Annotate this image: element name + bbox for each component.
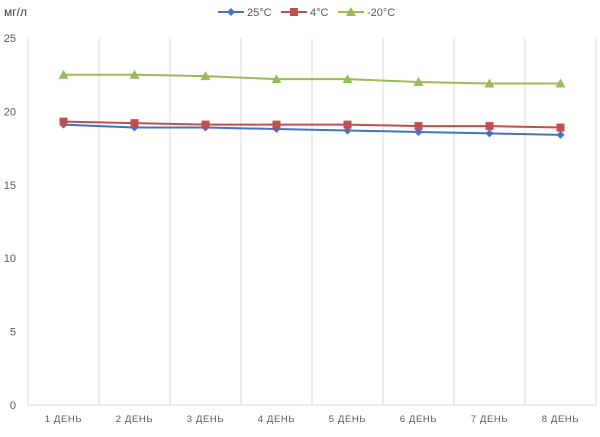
data-point-square bbox=[59, 117, 68, 126]
gridlines bbox=[27, 38, 597, 406]
data-point-diamond bbox=[556, 130, 565, 139]
data-point-square bbox=[556, 123, 565, 132]
x-tick-label: 2 ДЕНЬ bbox=[116, 414, 153, 425]
series-line bbox=[63, 120, 561, 129]
data-point-diamond bbox=[414, 127, 423, 136]
data-point-diamond bbox=[485, 129, 494, 138]
data-point-square bbox=[290, 8, 298, 16]
y-tick-label: 20 bbox=[4, 106, 16, 118]
data-point-square bbox=[485, 122, 494, 131]
x-tick-label: 3 ДЕНЬ bbox=[187, 414, 224, 425]
series-line bbox=[63, 123, 561, 136]
x-tick-label: 8 ДЕНЬ bbox=[542, 414, 579, 425]
data-point-diamond bbox=[272, 125, 281, 134]
series-4C bbox=[59, 117, 565, 132]
data-point-triangle bbox=[346, 7, 356, 16]
y-tick-label: 25 bbox=[4, 33, 16, 45]
data-point-square bbox=[343, 120, 352, 129]
y-tick-label: 15 bbox=[4, 180, 16, 192]
data-point-triangle bbox=[271, 74, 282, 84]
data-point-diamond bbox=[227, 8, 235, 16]
legend-label: -20°C bbox=[367, 7, 395, 19]
y-axis-label: мг/л bbox=[4, 5, 27, 19]
data-point-triangle bbox=[342, 74, 353, 84]
data-point-square bbox=[130, 119, 139, 128]
legend-label: 4°C bbox=[310, 7, 329, 19]
legend-label: 25°C bbox=[247, 7, 272, 19]
y-tick-label: 0 bbox=[10, 400, 16, 412]
data-point-diamond bbox=[343, 126, 352, 135]
data-point-triangle bbox=[58, 69, 69, 79]
y-tick-label: 5 bbox=[10, 327, 16, 339]
x-tick-label: 4 ДЕНЬ bbox=[258, 414, 295, 425]
y-axis-ticks: 0 5 10 15 20 25 bbox=[4, 33, 16, 412]
data-point-triangle bbox=[484, 78, 495, 88]
data-point-square bbox=[414, 122, 423, 131]
data-point-triangle bbox=[555, 78, 566, 88]
data-point-triangle bbox=[129, 69, 140, 79]
x-axis-ticks: 1 ДЕНЬ 2 ДЕНЬ 3 ДЕНЬ 4 ДЕНЬ 5 ДЕНЬ 6 ДЕНЬ 7 ДЕ… bbox=[45, 414, 579, 425]
legend: 25°C 4°C -20°C bbox=[218, 7, 395, 19]
series-20C bbox=[58, 69, 566, 88]
series-group bbox=[58, 69, 566, 139]
data-point-square bbox=[272, 120, 281, 129]
data-point-triangle bbox=[413, 77, 424, 87]
y-tick-label: 10 bbox=[4, 253, 16, 265]
x-tick-label: 5 ДЕНЬ bbox=[329, 414, 366, 425]
data-point-triangle bbox=[200, 71, 211, 81]
x-tick-label: 7 ДЕНЬ bbox=[471, 414, 508, 425]
x-tick-label: 6 ДЕНЬ bbox=[400, 414, 437, 425]
x-tick-label: 1 ДЕНЬ bbox=[45, 414, 82, 425]
data-point-square bbox=[201, 120, 210, 129]
series-line bbox=[63, 73, 561, 85]
